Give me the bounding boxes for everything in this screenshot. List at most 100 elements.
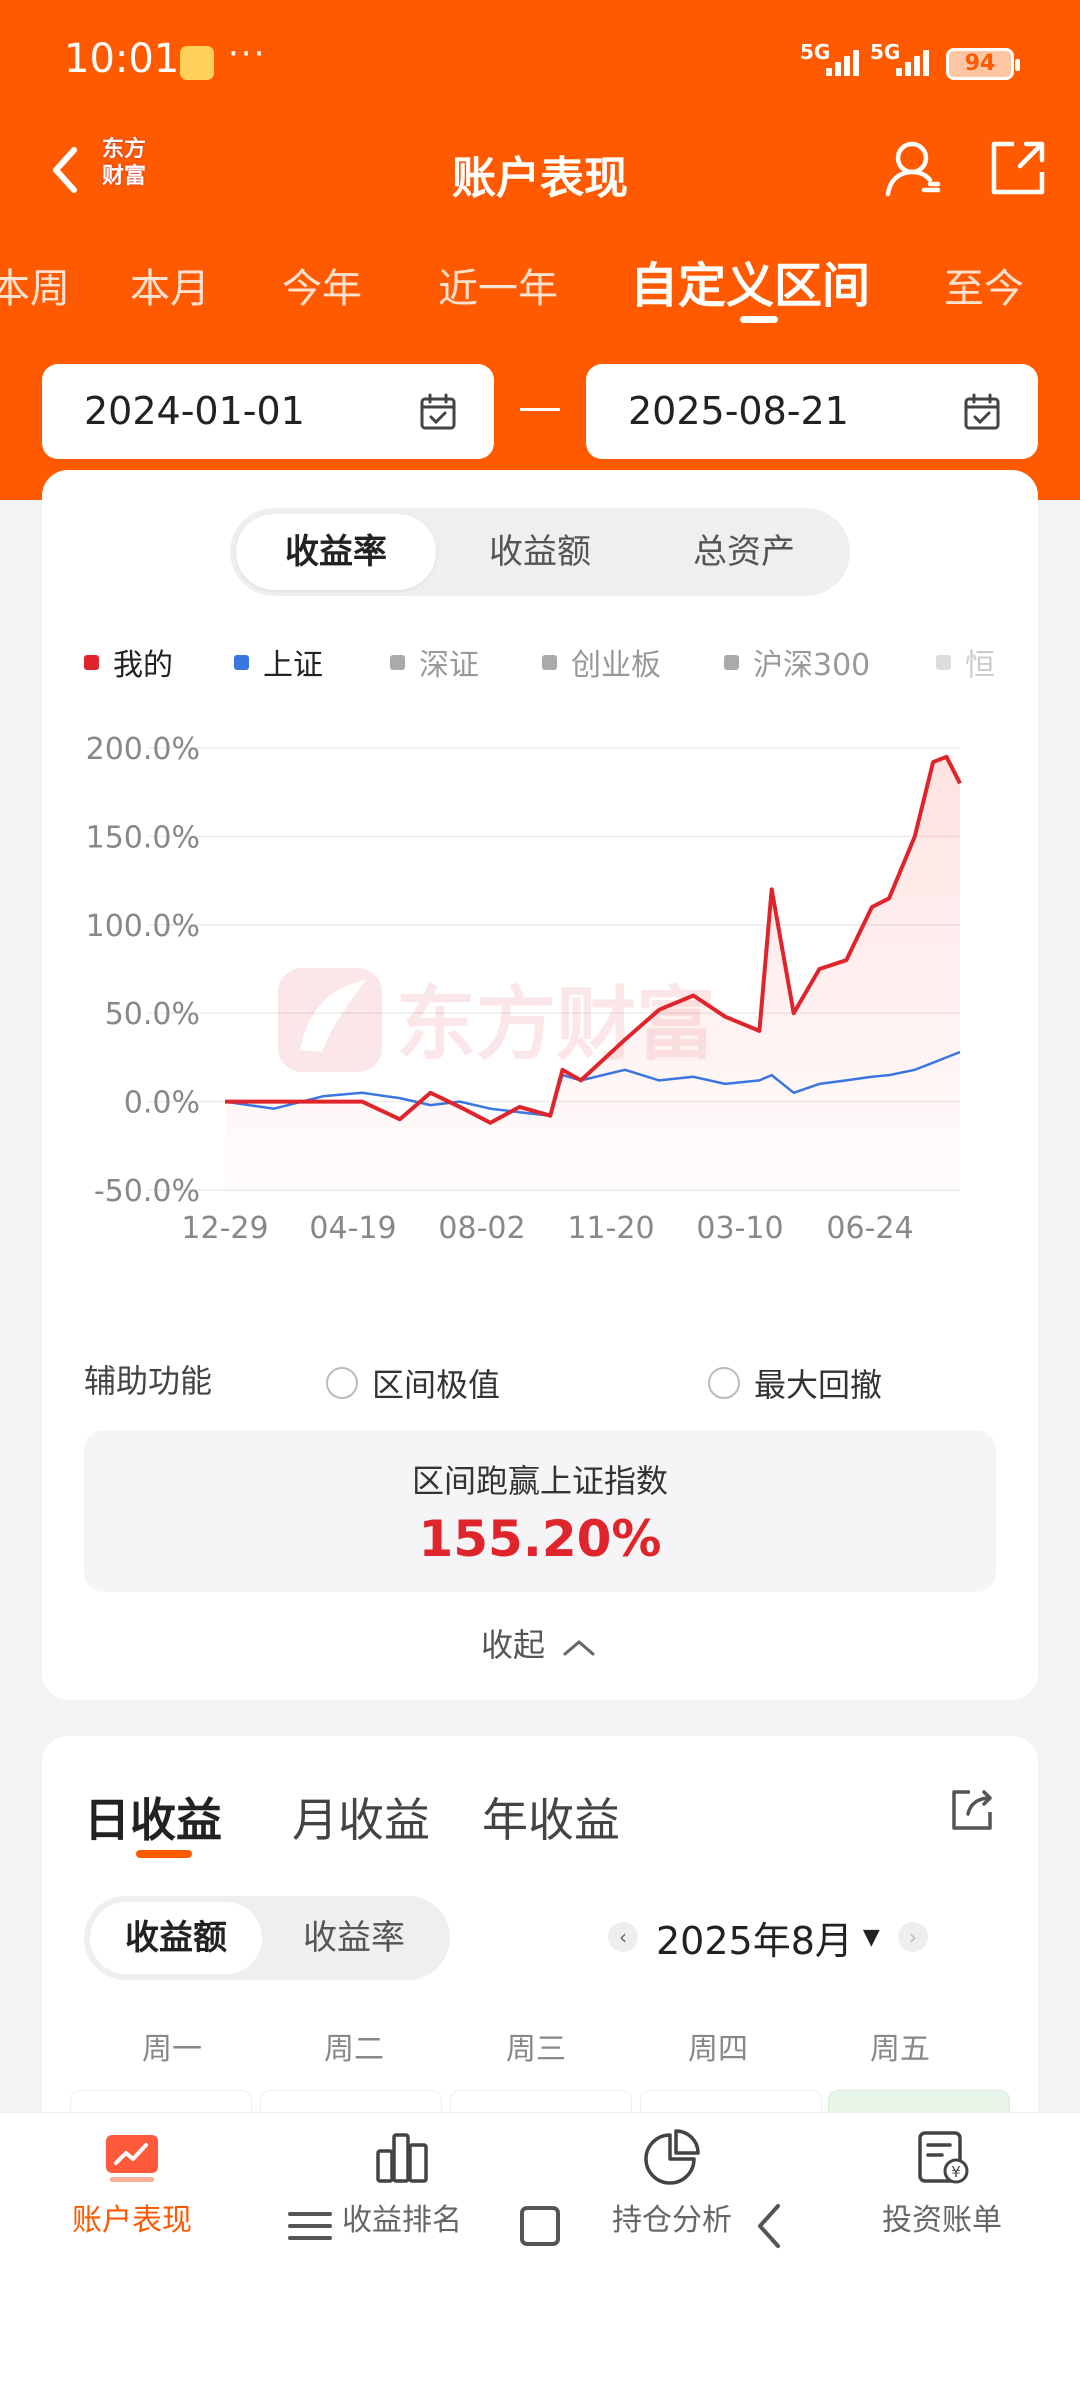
beat-index-box: 区间跑赢上证指数 155.20%: [84, 1430, 996, 1592]
legend-csi300[interactable]: 沪深300: [724, 640, 870, 684]
range-extremes-option[interactable]: 区间极值: [326, 1360, 500, 1406]
period-tabs: 本周 本月 今年 近一年 自定义区间 至今: [0, 240, 1080, 323]
start-date-field[interactable]: 2024-01-01: [42, 364, 494, 459]
pie-chart-icon: [644, 2129, 700, 2185]
radio-icon: [326, 1367, 358, 1399]
legend-hang-seng[interactable]: 恒: [936, 640, 994, 684]
back-icon[interactable]: [36, 140, 96, 200]
bar-chart-icon: [376, 2133, 428, 2183]
active-tab-indicator: [740, 316, 778, 323]
y-tick-label: 200.0%: [86, 732, 200, 767]
x-tick-label: 06-24: [826, 1211, 913, 1246]
calendar-icon: [420, 393, 456, 430]
tab-daily-profit[interactable]: 日收益: [84, 1793, 222, 1847]
metric-return-amount[interactable]: 收益额: [489, 532, 591, 572]
legend-shanghai[interactable]: 上证: [234, 640, 323, 684]
beat-index-value: 155.20%: [418, 1510, 662, 1568]
calendar-icon: [964, 393, 1000, 430]
tab-monthly-profit[interactable]: 月收益: [292, 1793, 430, 1847]
nav-bar: 东方 财富 账户表现: [0, 120, 1080, 220]
x-axis-labels: 12-29 04-19 08-02 11-20 03-10 06-24: [181, 1211, 913, 1246]
export-icon[interactable]: [946, 1784, 998, 1836]
tab-to-date[interactable]: 至今: [944, 266, 1024, 312]
tab-yearly-profit[interactable]: 年收益: [482, 1793, 620, 1847]
home-icon[interactable]: [510, 2196, 570, 2256]
x-tick-label: 08-02: [438, 1211, 525, 1246]
y-axis-labels: 200.0% 150.0% 100.0% 50.0% 0.0% -50.0%: [86, 732, 200, 1209]
aux-label: 辅助功能: [84, 1362, 213, 1400]
chevron-up-icon: [563, 1640, 595, 1656]
legend-chinext[interactable]: 创业板: [542, 640, 661, 684]
x-tick-label: 12-29: [181, 1211, 268, 1246]
y-tick-label: 0.0%: [124, 1086, 200, 1121]
radio-icon: [708, 1367, 740, 1399]
chart-legend: 我的 上证 深证 创业板 沪深300 恒: [84, 640, 994, 684]
end-date-value: 2025-08-21: [628, 389, 849, 433]
menu-icon[interactable]: [280, 2196, 340, 2256]
profit-rate-option[interactable]: 收益率: [303, 1918, 405, 1958]
tab-this-month[interactable]: 本月: [130, 266, 210, 312]
page-title: 账户表现: [452, 153, 628, 204]
return-chart[interactable]: 东方财富 200.0%150.0%100.0%50.0%0.0%-50.0% 1…: [60, 700, 1020, 1320]
signal-icon-1: [826, 46, 859, 76]
date-separator: [520, 408, 560, 411]
prev-month-icon[interactable]: ‹: [608, 1922, 638, 1952]
weekday-mon: 周一: [142, 2032, 202, 2067]
weekday-thu: 周四: [688, 2032, 748, 2067]
system-back-icon[interactable]: [740, 2196, 800, 2256]
notification-icon: [180, 46, 214, 80]
max-drawdown-option[interactable]: 最大回撤: [708, 1360, 882, 1406]
bottom-nav: 账户表现 收益排名 持仓分析 ¥ 投资账单: [0, 2112, 1080, 2400]
beat-index-label: 区间跑赢上证指数: [411, 1462, 668, 1500]
y-tick-label: 50.0%: [105, 997, 200, 1032]
header: 10:01 ··· 5G 5G 94 东方 财富 账户表现 本周 本月 今年 近一…: [0, 0, 1080, 500]
x-tick-label: 11-20: [567, 1211, 654, 1246]
user-icon[interactable]: [880, 134, 948, 202]
tab-last-year[interactable]: 近一年: [438, 266, 558, 312]
eastmoney-logo: 东方 财富: [101, 137, 146, 189]
start-date-value: 2024-01-01: [84, 389, 305, 433]
status-bar: 10:01 ··· 5G 5G 94: [0, 0, 1080, 120]
metric-return-rate[interactable]: 收益率: [236, 514, 436, 590]
series-area-mine: [225, 756, 960, 1190]
performance-icon: [106, 2135, 158, 2182]
status-time: 10:01: [64, 36, 180, 82]
metric-segment: 收益率 收益额 总资产: [230, 508, 850, 596]
nav-profit-ranking[interactable]: 收益排名: [302, 2127, 502, 2239]
tab-this-week[interactable]: 本周: [0, 266, 70, 312]
weekday-tue: 周二: [324, 2032, 384, 2067]
month-label[interactable]: 2025年8月: [656, 1918, 853, 1963]
next-month-icon[interactable]: ›: [897, 1922, 928, 1952]
caret-down-icon[interactable]: ▼: [862, 1924, 880, 1950]
profit-metric-segment: 收益额 收益率: [84, 1896, 450, 1980]
legend-mine[interactable]: 我的: [84, 640, 173, 684]
svg-text:¥: ¥: [951, 2163, 961, 2181]
x-tick-label: 04-19: [309, 1211, 396, 1246]
share-icon[interactable]: [984, 134, 1052, 202]
legend-shenzhen[interactable]: 深证: [390, 640, 479, 684]
more-notifications-icon: ···: [228, 34, 267, 74]
tab-this-year[interactable]: 今年: [282, 266, 362, 312]
profit-tab-indicator: [136, 1850, 192, 1858]
weekday-wed: 周三: [506, 2032, 566, 2067]
battery-icon: 94: [946, 48, 1020, 80]
weekday-fri: 周五: [870, 2032, 930, 2067]
profit-amount-option[interactable]: 收益额: [90, 1902, 262, 1974]
month-picker: ‹ 2025年8月 ▼ ›: [608, 1904, 928, 1970]
metric-total-assets[interactable]: 总资产: [693, 532, 795, 572]
nav-investment-bill[interactable]: ¥ 投资账单: [842, 2127, 1042, 2239]
bill-icon: ¥: [918, 2131, 969, 2184]
network-5g-1: 5G: [800, 40, 831, 64]
signal-icon-2: [896, 46, 929, 76]
end-date-field[interactable]: 2025-08-21: [586, 364, 1038, 459]
y-tick-label: -50.0%: [94, 1174, 200, 1209]
x-tick-label: 03-10: [696, 1211, 783, 1246]
nav-account-performance[interactable]: 账户表现: [32, 2127, 232, 2239]
nav-holding-analysis[interactable]: 持仓分析: [572, 2127, 772, 2239]
chart-series: [224, 754, 962, 1190]
collapse-button[interactable]: 收起: [0, 1620, 1080, 1666]
y-tick-label: 150.0%: [86, 820, 200, 855]
tab-custom-range[interactable]: 自定义区间: [630, 258, 871, 314]
y-tick-label: 100.0%: [86, 909, 200, 944]
network-5g-2: 5G: [870, 40, 901, 64]
